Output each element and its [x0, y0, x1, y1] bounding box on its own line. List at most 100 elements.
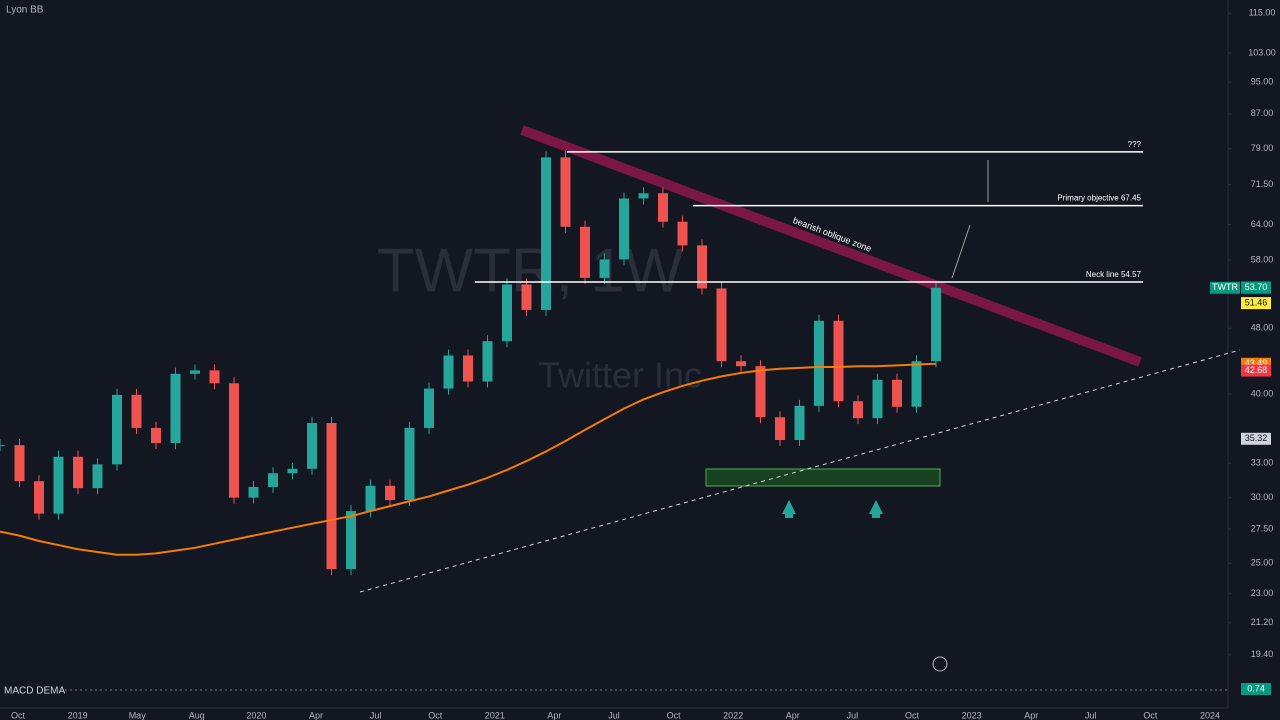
candle — [34, 481, 44, 514]
candle — [775, 417, 785, 441]
candle — [677, 221, 688, 246]
y-tick-label: 87.00 — [1251, 108, 1274, 118]
candle — [365, 485, 376, 512]
support-trend-line — [359, 349, 1241, 593]
x-tick-label: Apr — [309, 710, 323, 720]
candle — [170, 373, 181, 444]
y-tick-label: 48.00 — [1251, 323, 1274, 333]
candle — [131, 394, 142, 428]
price-tag-label: 51.46 — [1245, 298, 1268, 308]
support-zone — [705, 468, 941, 487]
x-tick-label: Jul — [370, 710, 382, 720]
candle — [151, 427, 161, 444]
y-tick-label: 25.00 — [1251, 558, 1274, 568]
price-tag — [1241, 297, 1271, 310]
candle — [229, 383, 239, 498]
level-label: ??? — [1128, 140, 1142, 149]
y-tick-label: 71.50 — [1251, 179, 1274, 189]
y-tick-label: 23.00 — [1251, 588, 1274, 598]
x-tick-label: Oct — [667, 710, 682, 720]
candle — [326, 423, 337, 570]
candle — [287, 468, 298, 474]
y-tick-label: 79.00 — [1251, 143, 1274, 153]
x-tick-label: 2019 — [68, 710, 88, 720]
candle — [53, 456, 64, 514]
x-tick-label: May — [129, 710, 147, 720]
x-tick-label: Oct — [905, 710, 920, 720]
alert-icon — [932, 656, 948, 672]
candle — [541, 157, 551, 310]
price-tag — [1241, 281, 1271, 294]
candle — [209, 370, 220, 384]
price-tag-label: 53.70 — [1245, 282, 1268, 292]
macd-tag — [1241, 683, 1271, 695]
projection-arrow — [951, 224, 971, 279]
arrow-up — [782, 500, 796, 518]
x-tick-label: Apr — [1024, 710, 1038, 720]
candle — [560, 157, 571, 227]
candle — [697, 245, 707, 289]
x-tick-label: Apr — [547, 710, 561, 720]
candle — [92, 464, 103, 489]
y-tick-label: 33.00 — [1251, 458, 1274, 468]
price-tag-label: 42.68 — [1245, 365, 1268, 375]
price-tag-label: 35.32 — [1245, 433, 1268, 443]
candle — [872, 379, 883, 419]
candle — [580, 226, 590, 278]
x-tick-label: Oct — [428, 710, 443, 720]
candle — [892, 379, 902, 407]
price-tag-label: 43.49 — [1245, 358, 1268, 368]
x-tick-label: 2024 — [1200, 710, 1220, 720]
candle — [463, 355, 473, 382]
moving-average — [0, 362, 937, 556]
candle — [112, 394, 122, 465]
candle — [794, 405, 805, 441]
price-tag — [1241, 364, 1271, 377]
x-tick-label: Apr — [786, 710, 800, 720]
y-tick-label: 30.00 — [1251, 492, 1274, 502]
x-tick-label: Jul — [1085, 710, 1097, 720]
candle — [190, 370, 200, 374]
macd-tag-label: 0.74 — [1247, 683, 1265, 693]
candle — [73, 456, 83, 489]
candle — [268, 473, 278, 487]
arrow-up — [869, 500, 883, 518]
bearish-trend-zone — [520, 125, 1142, 367]
name-watermark: Twitter Inc — [538, 355, 702, 396]
x-tick-label: Jul — [608, 710, 620, 720]
candle — [424, 388, 434, 428]
y-tick-label: 21.20 — [1251, 617, 1274, 627]
candle — [833, 320, 844, 402]
candle — [911, 361, 922, 407]
x-tick-label: Jul — [847, 710, 859, 720]
candle — [736, 361, 746, 367]
candle — [307, 423, 317, 469]
candle — [755, 366, 766, 418]
level-label: Primary objective 67.45 — [1057, 194, 1141, 203]
candle — [443, 355, 454, 389]
macd-title: MACD DEMA — [4, 686, 65, 697]
candle — [14, 445, 25, 482]
symbol-tag — [1210, 281, 1240, 294]
y-tick-label: 64.00 — [1251, 219, 1274, 229]
x-tick-label: Oct — [11, 710, 26, 720]
candle — [502, 284, 512, 342]
candle — [638, 193, 649, 199]
candle — [0, 445, 5, 447]
y-tick-label: 115.00 — [1249, 8, 1276, 18]
candle — [248, 486, 259, 498]
candle — [521, 284, 532, 310]
x-tick-label: Oct — [1143, 710, 1158, 720]
y-tick-label: 95.00 — [1251, 77, 1274, 87]
candle — [716, 288, 727, 362]
y-tick-label: 58.00 — [1251, 254, 1274, 264]
candle — [853, 401, 863, 419]
chart-title: Lyon BB — [6, 5, 44, 16]
candle — [619, 198, 629, 260]
y-tick-label: 19.40 — [1251, 649, 1274, 659]
candle — [658, 193, 668, 222]
x-tick-label: 2020 — [246, 710, 266, 720]
candle — [814, 320, 824, 406]
